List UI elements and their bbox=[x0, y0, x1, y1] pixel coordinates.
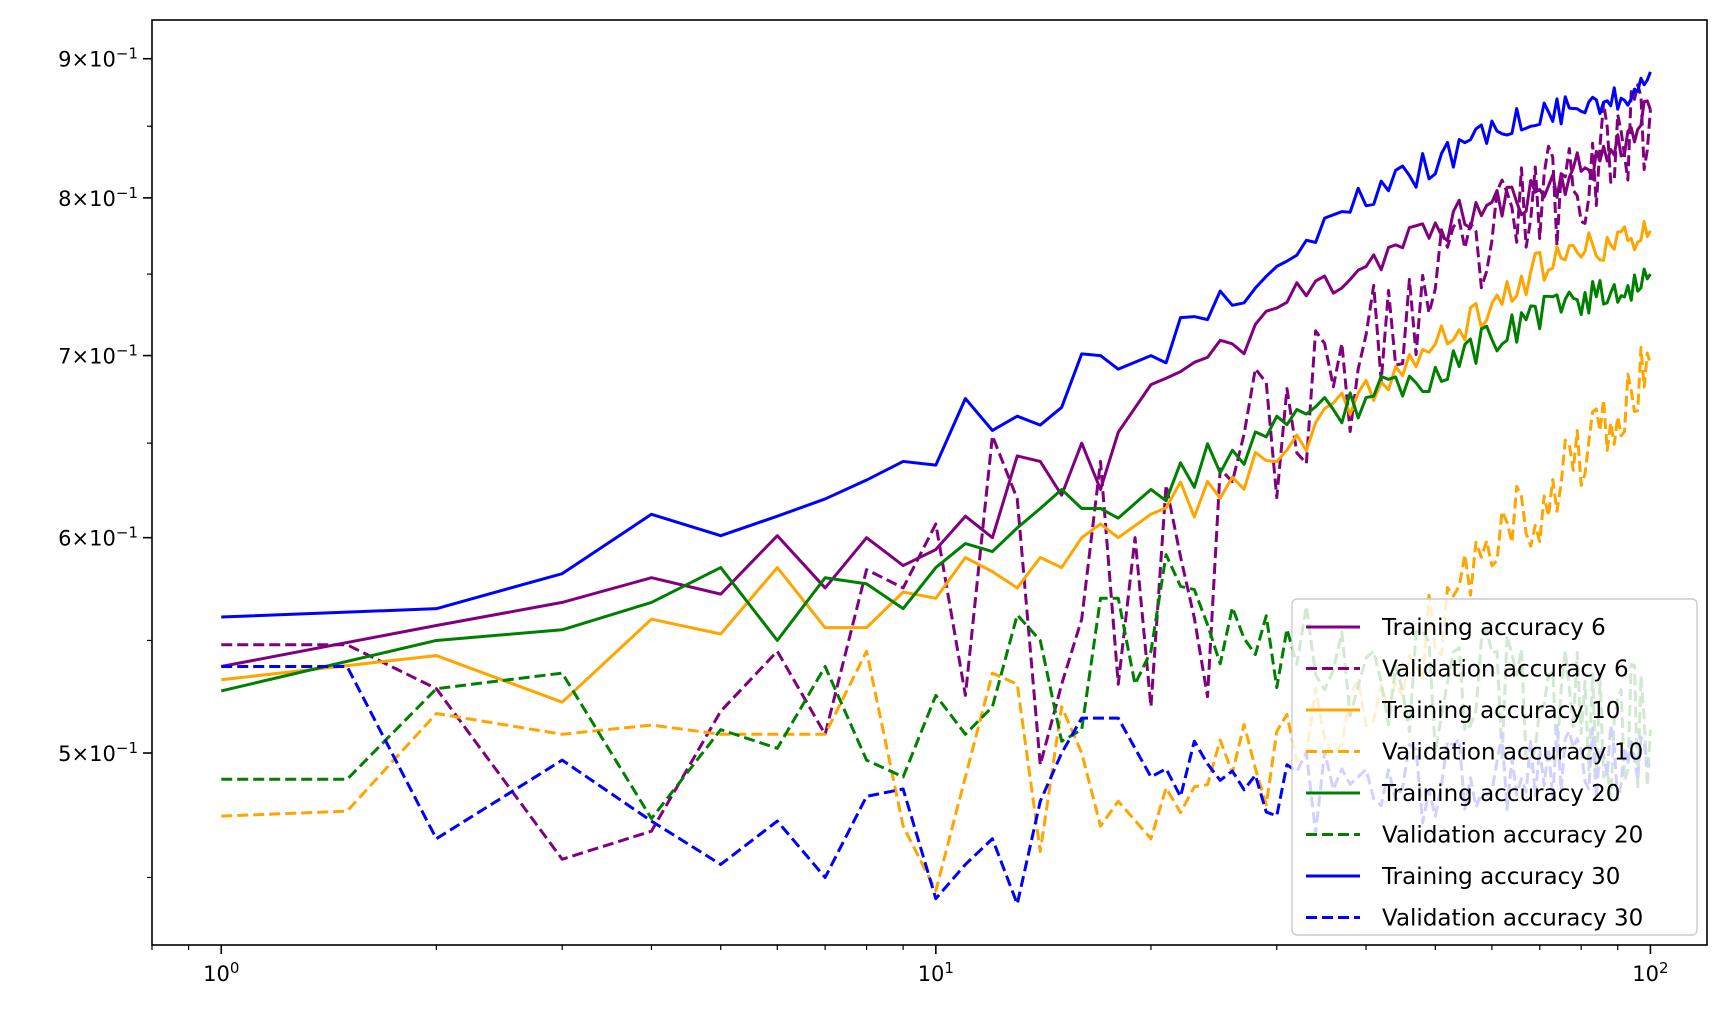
series-line-6 bbox=[221, 71, 1652, 619]
y-tick-label: 7×10−1 bbox=[58, 341, 138, 368]
legend-label: Training accuracy 30 bbox=[1381, 864, 1620, 890]
plot-frame bbox=[151, 19, 1708, 946]
legend-label: Validation accuracy 30 bbox=[1382, 906, 1643, 932]
legend: Training accuracy 6 Validation accuracy 6… bbox=[1291, 598, 1698, 936]
x-tick-label: 100 bbox=[203, 959, 239, 986]
x-axis: 100 101 102 bbox=[151, 945, 1669, 986]
legend-label: Training accuracy 10 bbox=[1381, 698, 1620, 724]
y-tick-label: 6×10−1 bbox=[58, 523, 138, 550]
y-tick-label: 9×10−1 bbox=[58, 44, 138, 71]
legend-label: Validation accuracy 20 bbox=[1382, 823, 1643, 849]
series-line-3 bbox=[221, 345, 1652, 893]
legend-label: Training accuracy 20 bbox=[1381, 781, 1620, 807]
legend-label: Training accuracy 6 bbox=[1381, 615, 1606, 641]
series-line-4 bbox=[220, 267, 1652, 693]
y-tick-label: 8×10−1 bbox=[58, 184, 138, 211]
y-axis: 5×10−1 6×10−1 7×10−1 8×10−1 9×10−1 bbox=[58, 44, 152, 879]
y-tick-label: 5×10−1 bbox=[58, 739, 138, 766]
x-tick-label: 102 bbox=[1632, 959, 1668, 986]
x-tick-label: 101 bbox=[918, 959, 954, 986]
legend-label: Validation accuracy 10 bbox=[1382, 740, 1643, 766]
series-line-1 bbox=[221, 83, 1652, 861]
series-line-2 bbox=[221, 220, 1652, 704]
legend-box bbox=[1291, 598, 1698, 936]
legend-label: Validation accuracy 6 bbox=[1382, 657, 1629, 683]
